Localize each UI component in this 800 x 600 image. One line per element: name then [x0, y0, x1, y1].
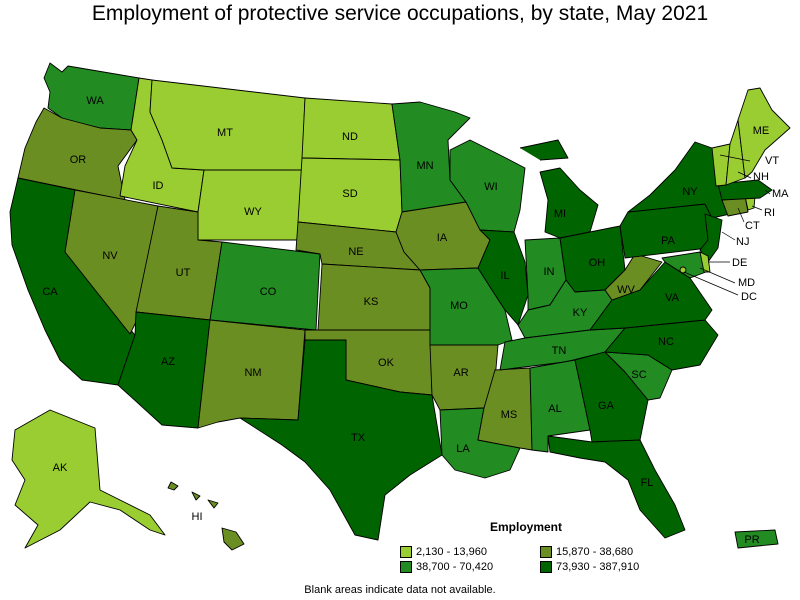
label-WA: WA: [86, 95, 104, 107]
state-NC[interactable]: [604, 319, 719, 371]
label-VT: VT: [765, 155, 779, 167]
legend-label: 38,700 - 70,420: [416, 561, 494, 573]
label-MD: MD: [738, 277, 755, 289]
state-PR[interactable]: [734, 529, 779, 549]
state-PA[interactable]: [619, 203, 713, 259]
label-SC: SC: [631, 369, 646, 381]
state-IL[interactable]: [477, 229, 529, 326]
label-OH: OH: [589, 257, 606, 269]
state-ND[interactable]: [301, 97, 401, 161]
state-AK[interactable]: [11, 409, 166, 549]
label-LA: LA: [456, 443, 470, 455]
label-PR: PR: [744, 534, 759, 546]
legend-swatch: [540, 561, 552, 573]
label-ME: ME: [753, 125, 770, 137]
label-NE: NE: [348, 246, 363, 258]
label-NV: NV: [102, 250, 118, 262]
label-NM: NM: [244, 367, 261, 379]
label-TX: TX: [351, 432, 366, 444]
label-HI: HI: [192, 511, 203, 523]
legend-swatch: [400, 561, 412, 573]
label-NY: NY: [682, 186, 698, 198]
label-AL: AL: [548, 403, 561, 415]
label-IN: IN: [544, 266, 555, 278]
label-IL: IL: [500, 270, 509, 282]
state-MT[interactable]: [149, 79, 306, 171]
label-RI: RI: [764, 207, 775, 219]
state-NV[interactable]: [64, 189, 159, 335]
state-MA[interactable]: [717, 179, 773, 201]
label-IA: IA: [437, 232, 448, 244]
label-CT: CT: [745, 220, 760, 232]
footnote: Blank areas indicate data not available.: [304, 584, 496, 596]
legend-label: 2,130 - 13,960: [416, 546, 487, 558]
map-title: Employment of protective service occupat…: [91, 2, 709, 25]
label-MS: MS: [501, 409, 518, 421]
label-ID: ID: [153, 180, 164, 192]
label-UT: UT: [176, 267, 191, 279]
label-OR: OR: [70, 154, 87, 166]
label-GA: GA: [598, 400, 615, 412]
state-FL[interactable]: [547, 435, 686, 539]
label-AZ: AZ: [161, 356, 175, 368]
legend-title: Employment: [490, 520, 563, 534]
legend-item-4: 73,930 - 387,910: [540, 561, 639, 573]
label-MI: MI: [554, 208, 566, 220]
label-DE: DE: [732, 257, 747, 269]
label-PA: PA: [661, 235, 676, 247]
label-MT: MT: [217, 127, 233, 139]
state-WV[interactable]: [604, 253, 663, 301]
label-WY: WY: [244, 206, 262, 218]
state-TX[interactable]: [239, 339, 443, 541]
legend-item-2: 15,870 - 38,680: [540, 546, 633, 558]
label-MN: MN: [416, 160, 433, 172]
label-AK: AK: [53, 462, 68, 474]
legend-swatch: [540, 546, 552, 558]
state-VA[interactable]: [589, 261, 713, 331]
label-SD: SD: [342, 188, 357, 200]
label-NJ: NJ: [736, 236, 749, 248]
label-TN: TN: [552, 345, 567, 357]
legend-item-1: 2,130 - 13,960: [400, 546, 487, 558]
legend-label: 73,930 - 387,910: [556, 561, 640, 573]
label-DC: DC: [741, 291, 757, 303]
state-WY[interactable]: [197, 169, 303, 241]
state-WI[interactable]: [449, 139, 526, 233]
state-HI[interactable]: [167, 481, 245, 551]
legend-item-3: 38,700 - 70,420: [400, 561, 493, 573]
label-CA: CA: [42, 286, 58, 298]
label-OK: OK: [378, 357, 395, 369]
label-KS: KS: [364, 296, 379, 308]
state-MD[interactable]: [661, 251, 707, 279]
label-ND: ND: [342, 131, 358, 143]
state-DC[interactable]: [679, 266, 687, 274]
label-NC: NC: [658, 336, 674, 348]
label-MA: MA: [772, 188, 789, 200]
legend-label: 15,870 - 38,680: [556, 546, 634, 558]
label-VA: VA: [665, 292, 680, 304]
label-MO: MO: [450, 300, 468, 312]
label-NH: NH: [753, 171, 769, 183]
label-CO: CO: [260, 286, 277, 298]
legend-swatch: [400, 546, 412, 558]
label-WI: WI: [484, 181, 497, 193]
label-WV: WV: [617, 284, 635, 296]
label-AR: AR: [453, 367, 468, 379]
label-KY: KY: [573, 307, 588, 319]
label-FL: FL: [641, 477, 654, 489]
state-MI[interactable]: [519, 139, 599, 239]
state-MN[interactable]: [391, 101, 471, 213]
state-OR[interactable]: [17, 107, 138, 201]
